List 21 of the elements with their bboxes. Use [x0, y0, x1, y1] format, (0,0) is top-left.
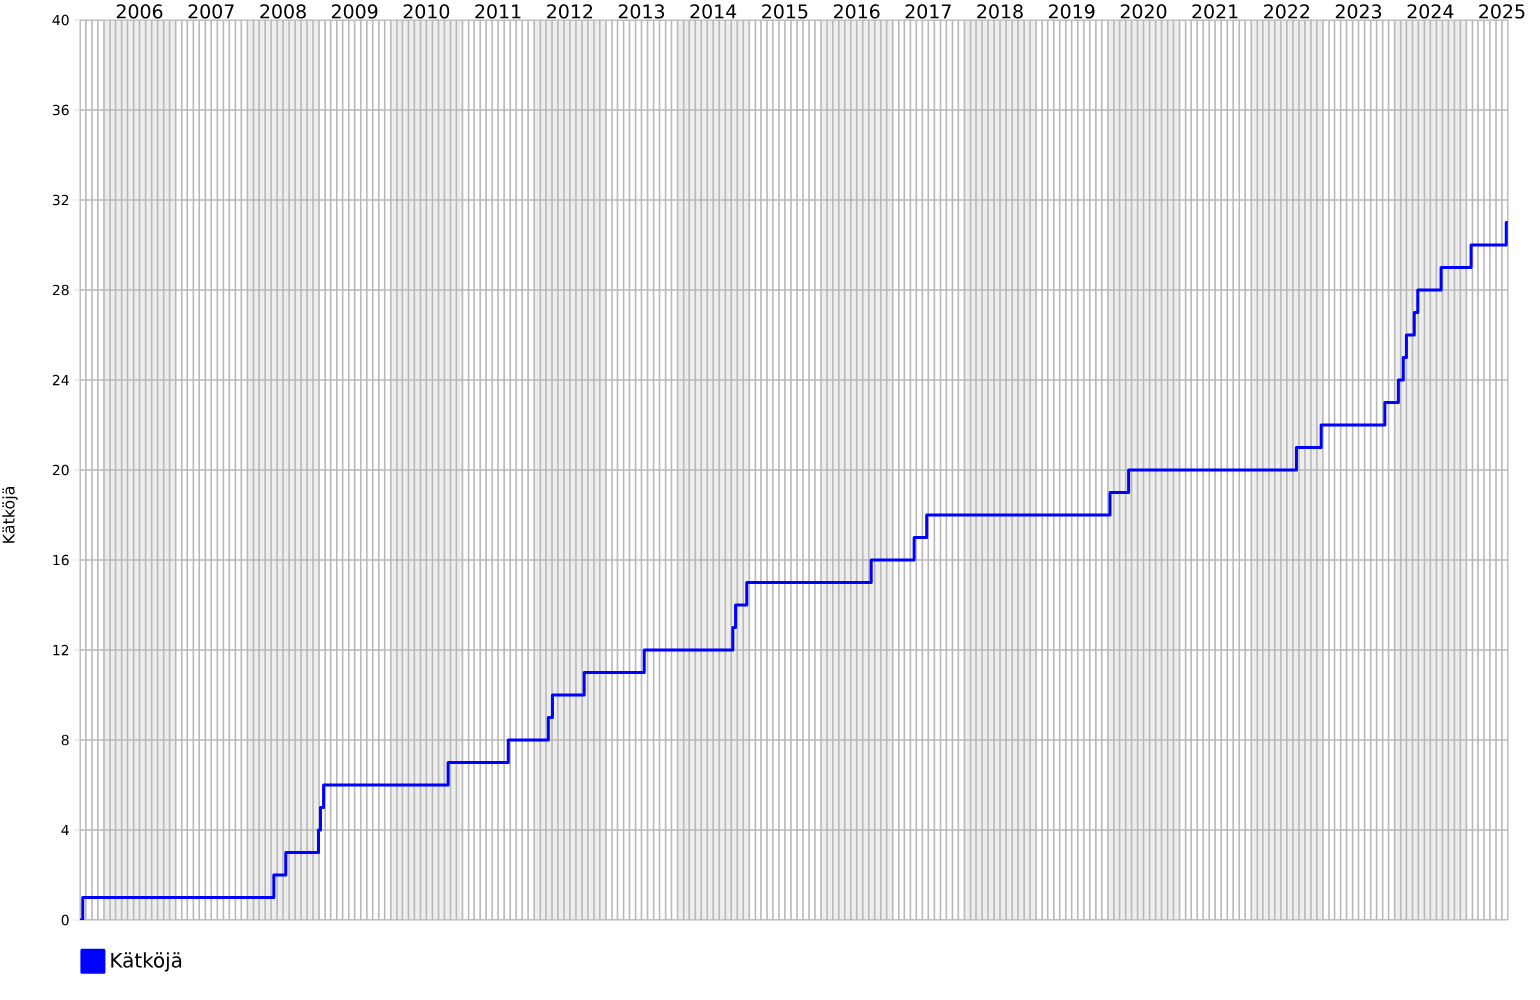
x-tick-label: 2012	[547, 4, 593, 19]
x-tick-label: 2010	[403, 4, 450, 19]
x-tick-label: 2019	[1048, 4, 1095, 19]
x-tick-label: 2020	[1120, 4, 1167, 19]
x-tick-label: 2017	[905, 4, 951, 19]
x-tick-label: 2016	[833, 4, 880, 19]
x-tick-label: 2007	[188, 4, 234, 19]
x-tick-label: 2022	[1264, 4, 1309, 19]
x-tick-label: 2023	[1335, 4, 1382, 19]
x-tick-label: 2018	[977, 4, 1023, 19]
x-tick-label: 2008	[260, 4, 306, 19]
x-tick-label: 2011	[475, 4, 521, 19]
x-tick-label: 2006	[116, 4, 163, 19]
x-tick-label: 2013	[618, 4, 665, 19]
x-tick-label: 2025	[1479, 4, 1525, 19]
x-tick-label: 2014	[690, 4, 737, 19]
x-tick-label: 2015	[762, 4, 808, 19]
x-tick-label: 2021	[1192, 4, 1238, 19]
x-tick-label: 2024	[1407, 4, 1454, 19]
legend-label: Kätköjä	[111, 952, 182, 972]
x-tick-label: 2009	[331, 4, 378, 19]
